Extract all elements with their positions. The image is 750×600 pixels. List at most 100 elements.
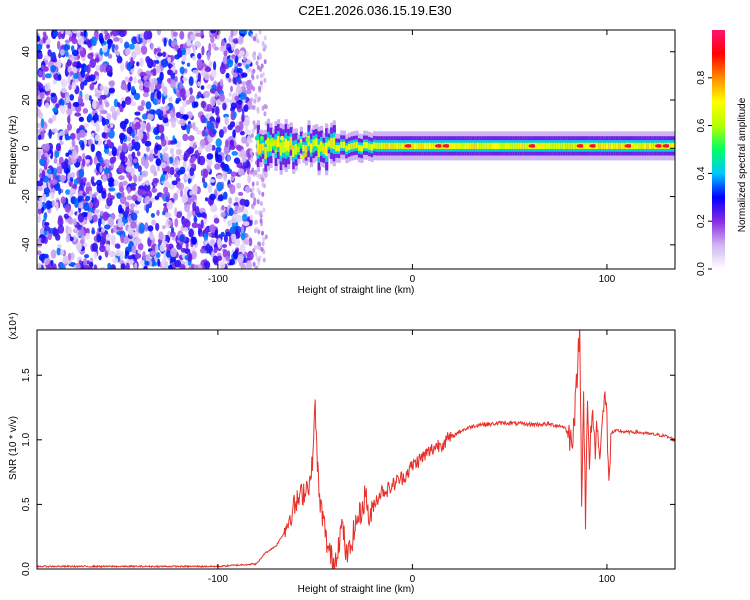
noise-cell	[88, 95, 92, 101]
noise-cell	[81, 158, 86, 167]
noise-cell	[137, 242, 144, 251]
noise-cell	[90, 143, 96, 153]
noise-cell	[134, 135, 139, 142]
noise-cell	[211, 84, 217, 90]
noise-cell	[239, 30, 245, 34]
band-cell	[497, 142, 501, 149]
noise-cell	[162, 152, 169, 162]
noise-cell	[190, 263, 195, 269]
noise-cell	[235, 85, 242, 95]
noise-cell	[77, 36, 84, 46]
noise-cell	[188, 135, 195, 142]
band-cell	[360, 145, 364, 152]
noise-cell	[244, 186, 251, 194]
noise-cell	[162, 51, 167, 58]
noise-cell	[230, 85, 233, 93]
spectrogram-ylabel: Frequency (Hz)	[8, 116, 19, 185]
noise-cell	[201, 176, 206, 184]
noise-cell	[53, 72, 59, 81]
noise-cell	[259, 210, 263, 216]
noise-cell	[225, 139, 229, 148]
noise-cell	[114, 243, 121, 249]
noise-cell	[71, 81, 77, 91]
noise-cell	[85, 155, 92, 161]
band-cell	[643, 142, 647, 149]
noise-cell	[260, 63, 264, 69]
noise-cell	[52, 263, 57, 269]
noise-cell	[37, 43, 43, 51]
noise-cell	[78, 98, 84, 103]
noise-cell	[134, 253, 142, 259]
band-cell	[535, 142, 539, 149]
band-cell	[282, 141, 286, 153]
noise-cell	[228, 92, 232, 97]
noise-cell	[192, 69, 199, 74]
noise-cell	[149, 234, 155, 241]
band-peak	[654, 144, 663, 148]
noise-cell	[165, 243, 170, 248]
noise-cell	[201, 130, 206, 137]
noise-cell	[217, 237, 222, 247]
noise-cell	[104, 224, 111, 230]
noise-cell	[42, 37, 46, 44]
noise-cell	[179, 234, 185, 243]
noise-cell	[183, 155, 189, 162]
noise-cell	[237, 253, 244, 262]
noise-cell	[169, 166, 175, 175]
noise-cell	[261, 177, 265, 183]
noise-cell	[42, 31, 47, 37]
band-cell	[340, 141, 344, 149]
noise-cell	[136, 151, 141, 157]
noise-cell	[251, 74, 254, 79]
noise-cell	[69, 71, 74, 76]
noise-cell	[204, 67, 212, 72]
noise-cell	[47, 49, 52, 57]
noise-cell	[251, 193, 255, 199]
noise-cell	[61, 161, 68, 170]
band-cell	[565, 142, 569, 149]
noise-cell	[179, 118, 186, 127]
spectrogram-xlabel: Height of straight line (km)	[298, 285, 415, 296]
band-cell	[388, 142, 392, 149]
noise-cell	[255, 60, 259, 66]
noise-cell	[65, 30, 72, 35]
noise-cell	[137, 131, 144, 140]
noise-cell	[241, 112, 245, 123]
noise-cell	[230, 30, 234, 38]
noise-cell	[229, 145, 236, 151]
noise-cell	[179, 66, 185, 75]
noise-cell	[105, 64, 113, 74]
noise-cell	[256, 38, 260, 44]
noise-cell	[205, 197, 208, 202]
noise-cell	[264, 121, 268, 127]
noise-cell	[263, 35, 267, 41]
noise-cell	[234, 95, 240, 102]
noise-cell	[88, 201, 94, 209]
noise-cell	[171, 120, 176, 128]
noise-cell	[184, 255, 189, 261]
band-blob	[254, 135, 259, 141]
band-cell	[514, 142, 518, 149]
noise-cell	[261, 172, 265, 177]
noise-cell	[44, 222, 50, 227]
noise-cell	[179, 154, 185, 161]
band-cell	[256, 139, 260, 153]
noise-cell	[253, 197, 257, 203]
noise-cell	[150, 42, 154, 51]
noise-cell	[72, 235, 77, 242]
noise-cell	[203, 181, 208, 189]
noise-cell	[124, 41, 130, 50]
noise-cell	[50, 178, 58, 185]
noise-cell	[105, 101, 110, 108]
noise-cell	[59, 104, 64, 112]
band-cell	[398, 142, 402, 149]
noise-cell	[227, 155, 231, 162]
noise-cell	[239, 92, 247, 100]
noise-cell	[219, 78, 224, 88]
noise-cell	[90, 36, 97, 47]
noise-cell	[257, 96, 261, 102]
y-tick-label: -20	[21, 189, 32, 204]
noise-cell	[37, 201, 43, 209]
band-peak	[589, 144, 598, 148]
noise-cell	[238, 191, 244, 196]
